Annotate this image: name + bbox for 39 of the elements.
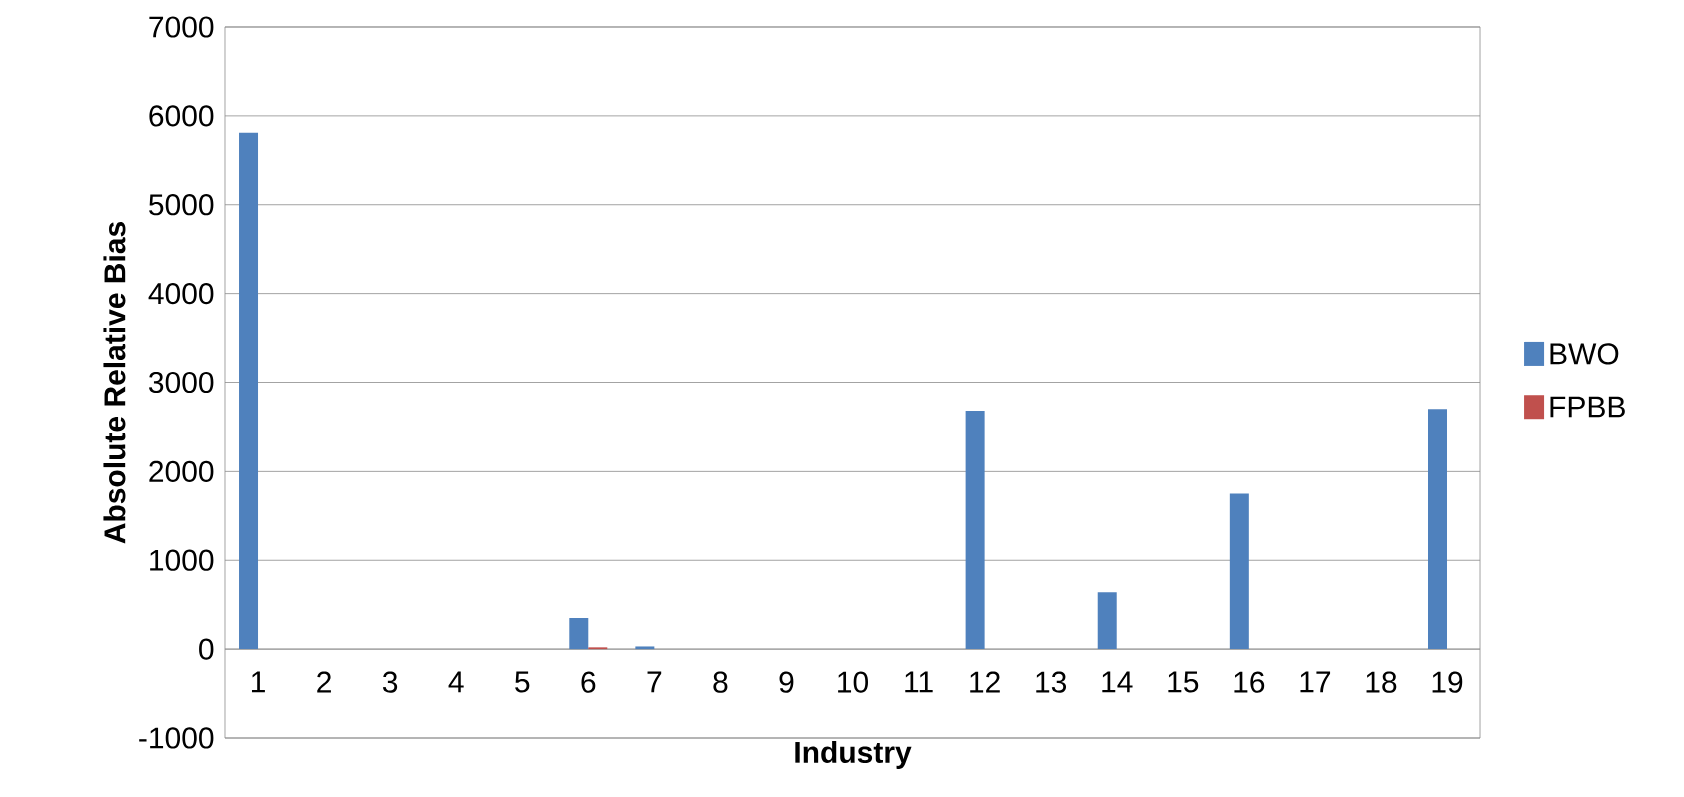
x-tick-label: 17: [1300, 671, 1331, 693]
bar: [1229, 493, 1249, 650]
bar: [1428, 409, 1447, 650]
x-tick-label: 11: [905, 671, 933, 693]
x-tick-label: 12: [970, 671, 1000, 693]
bar: [635, 646, 655, 650]
x-tick-label: 10: [838, 671, 868, 693]
y-tick-label: 4000: [148, 283, 214, 305]
x-tick-label: 6: [581, 671, 596, 693]
x-tick-label: 1: [251, 671, 265, 693]
x-tick-label: 9: [779, 671, 794, 693]
x-tick-label: 5: [515, 671, 530, 693]
y-tick-label: 7000: [149, 16, 214, 38]
y-tick-label: 5000: [149, 194, 214, 216]
bar: [1097, 592, 1117, 650]
x-tick-label: 14: [1102, 671, 1133, 693]
y-tick-label: 0: [199, 638, 214, 660]
x-tick-label: 13: [1036, 671, 1067, 693]
x-tick-label: 2: [317, 671, 331, 693]
x-tick-label: 19: [1432, 671, 1463, 693]
y-tick-label: 2000: [149, 460, 214, 482]
y-axis-title: Absolute Relative Bias: [103, 222, 126, 544]
y-tick-label: -1000: [139, 727, 214, 749]
x-axis-title: Industry: [795, 740, 912, 769]
x-tick-label: 4: [448, 671, 464, 693]
bar: [569, 618, 589, 650]
legend-label: FPBB: [1550, 396, 1625, 418]
x-tick-label: 7: [647, 671, 662, 693]
y-tick-label: 6000: [149, 105, 214, 127]
legend-label: BWO: [1550, 343, 1619, 365]
x-tick-label: 15: [1168, 671, 1199, 693]
x-tick-label: 8: [713, 671, 728, 693]
y-tick-label: 1000: [150, 549, 214, 571]
y-tick-label: 3000: [148, 371, 214, 394]
bar: [239, 132, 259, 650]
bar: [965, 410, 985, 650]
x-tick-label: 3: [382, 671, 398, 693]
x-tick-label: 16: [1234, 671, 1265, 693]
x-tick-label: 18: [1366, 671, 1397, 693]
